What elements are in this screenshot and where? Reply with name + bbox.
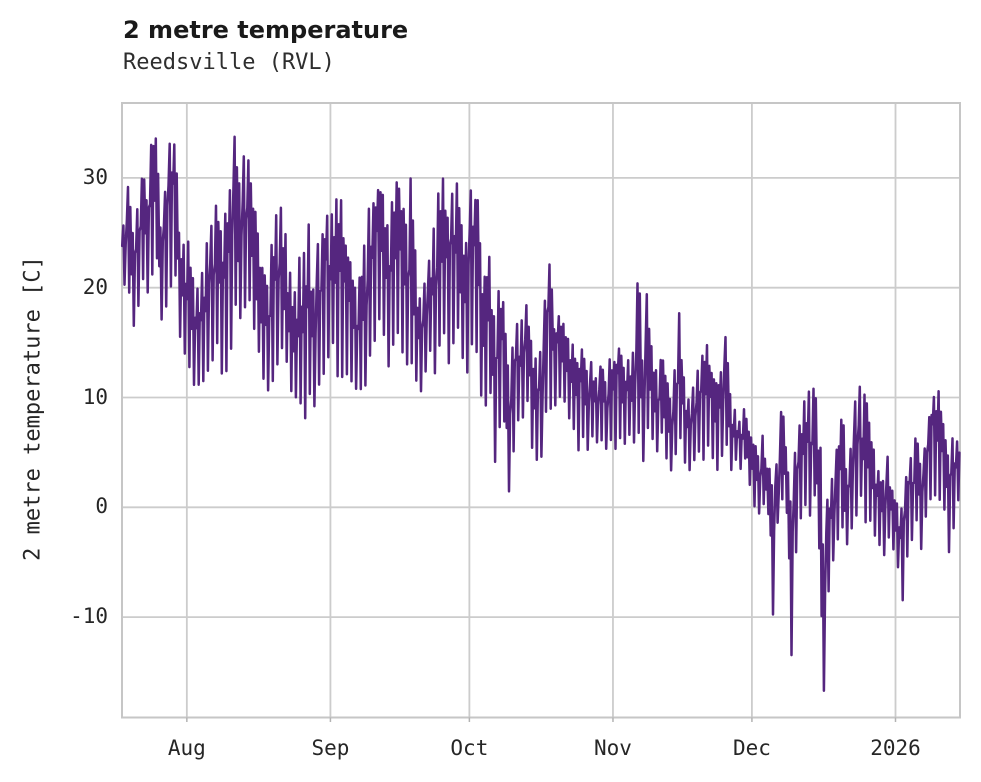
chart-subtitle: Reedsville (RVL): [123, 50, 335, 75]
x-tick-label: Aug: [167, 736, 206, 760]
temperature-line: [120, 135, 961, 692]
x-tick-label: Dec: [732, 736, 771, 760]
chart-title: 2 metre temperature: [123, 16, 409, 44]
x-tick-label: 2026: [870, 736, 921, 760]
y-tick-label: 10: [82, 384, 108, 409]
x-tick-label: Oct: [450, 736, 489, 760]
y-tick-label: 0: [95, 494, 108, 519]
y-tick-label: 30: [82, 164, 108, 189]
y-tick-label: -10: [70, 604, 108, 629]
plot-border: [121, 102, 961, 719]
x-tick-label: Nov: [593, 736, 632, 760]
y-tick-label: 20: [82, 274, 108, 299]
x-tick-label: Sep: [311, 736, 350, 760]
y-axis-label: 2 metre temperature [C]: [20, 256, 46, 561]
